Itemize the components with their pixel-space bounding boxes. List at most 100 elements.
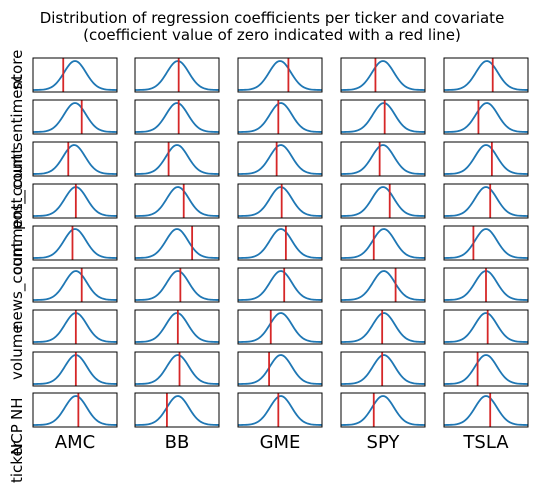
column-label: BB xyxy=(165,432,190,453)
panel-frame xyxy=(443,351,529,387)
density-curve-gme-5 xyxy=(237,270,323,301)
density-curve-bb-7 xyxy=(134,354,220,385)
panel-frame xyxy=(340,57,426,93)
panel-frame xyxy=(134,99,220,135)
panel-frame xyxy=(32,267,118,303)
density-curve-tsla-0 xyxy=(443,60,529,91)
row-label: NCP xyxy=(8,424,26,455)
density-curve-amc-1 xyxy=(32,102,118,133)
panel-frame xyxy=(340,267,426,303)
row-label: score xyxy=(8,50,26,90)
panel-frame xyxy=(237,392,323,428)
panel-frame xyxy=(443,225,529,261)
density-curve-bb-5 xyxy=(134,270,220,301)
density-curve-spy-3 xyxy=(340,186,426,217)
density-curve-bb-0 xyxy=(134,60,220,91)
panel-frame xyxy=(134,267,220,303)
panel-frame xyxy=(340,99,426,135)
panel-frame xyxy=(443,392,529,428)
panel-frame xyxy=(32,141,118,177)
density-curve-gme-7 xyxy=(237,354,323,385)
panel-frame xyxy=(443,57,529,93)
density-curve-gme-3 xyxy=(237,186,323,217)
panel-frame xyxy=(237,141,323,177)
panel-frame xyxy=(443,183,529,219)
panel-frame xyxy=(134,351,220,387)
chart-title: Distribution of regression coefficients … xyxy=(39,9,505,27)
panel-frame xyxy=(237,225,323,261)
panel-frame xyxy=(443,99,529,135)
panel-frame xyxy=(340,141,426,177)
column-label: SPY xyxy=(367,432,401,453)
density-curve-spy-0 xyxy=(340,60,426,91)
panel-frame xyxy=(134,183,220,219)
row-label: volume xyxy=(8,324,26,380)
panel-frame xyxy=(237,267,323,303)
panel-frame xyxy=(32,225,118,261)
density-curve-tsla-7 xyxy=(443,354,529,385)
row-label: post_count xyxy=(8,148,27,230)
row-label: comment_count xyxy=(8,154,27,275)
panel-frame xyxy=(340,225,426,261)
row-label: news_count xyxy=(8,241,27,330)
panel-frame xyxy=(134,392,220,428)
density-curve-gme-6 xyxy=(237,312,323,343)
panel-frame xyxy=(340,392,426,428)
density-curve-tsla-8 xyxy=(443,395,529,426)
density-curve-gme-1 xyxy=(237,102,323,133)
panel-frame xyxy=(340,351,426,387)
density-curve-gme-2 xyxy=(237,144,323,175)
panel-frame xyxy=(443,309,529,345)
panel-frame xyxy=(134,141,220,177)
density-curve-spy-4 xyxy=(340,228,426,259)
column-label: TSLA xyxy=(462,432,509,453)
panel-frame xyxy=(443,141,529,177)
density-curve-tsla-6 xyxy=(443,312,529,343)
panel-frame xyxy=(134,57,220,93)
panel-frame xyxy=(237,309,323,345)
panel-frame xyxy=(134,309,220,345)
panel-frame xyxy=(32,309,118,345)
density-curve-spy-1 xyxy=(340,102,426,133)
column-label: AMC xyxy=(55,432,95,453)
panel-frame xyxy=(237,57,323,93)
density-curve-amc-8 xyxy=(32,395,118,426)
density-curve-gme-0 xyxy=(237,60,323,91)
panel-frame xyxy=(32,99,118,135)
density-curve-spy-5 xyxy=(340,270,426,301)
density-curve-amc-2 xyxy=(32,144,118,175)
density-curve-spy-2 xyxy=(340,144,426,175)
row-label: sentiment xyxy=(8,74,26,150)
density-curve-bb-2 xyxy=(134,144,220,175)
panel-frame xyxy=(340,183,426,219)
density-curve-tsla-2 xyxy=(443,144,529,175)
row-label: ticker xyxy=(8,440,26,483)
density-curve-amc-0 xyxy=(32,60,118,91)
panel-frame xyxy=(32,183,118,219)
row-label: NH xyxy=(8,398,26,421)
density-curve-spy-8 xyxy=(340,395,426,426)
density-curve-gme-8 xyxy=(237,395,323,426)
density-curve-bb-1 xyxy=(134,102,220,133)
density-curve-bb-4 xyxy=(134,228,220,259)
density-curve-amc-5 xyxy=(32,270,118,301)
density-curve-tsla-3 xyxy=(443,186,529,217)
panel-frame xyxy=(32,57,118,93)
density-curve-bb-3 xyxy=(134,186,220,217)
density-curve-amc-4 xyxy=(32,228,118,259)
density-curve-tsla-4 xyxy=(443,228,529,259)
density-curve-gme-4 xyxy=(237,228,323,259)
panel-frame xyxy=(237,351,323,387)
panel-frame xyxy=(32,392,118,428)
panel-frame xyxy=(32,351,118,387)
density-curve-tsla-1 xyxy=(443,102,529,133)
density-curve-bb-8 xyxy=(134,395,220,426)
panel-frame xyxy=(443,267,529,303)
panel-frame xyxy=(237,99,323,135)
panel-frame xyxy=(237,183,323,219)
chart-subtitle: (coefficient value of zero indicated wit… xyxy=(83,26,461,44)
panel-frame xyxy=(340,309,426,345)
column-label: GME xyxy=(260,432,301,453)
panel-frame xyxy=(134,225,220,261)
